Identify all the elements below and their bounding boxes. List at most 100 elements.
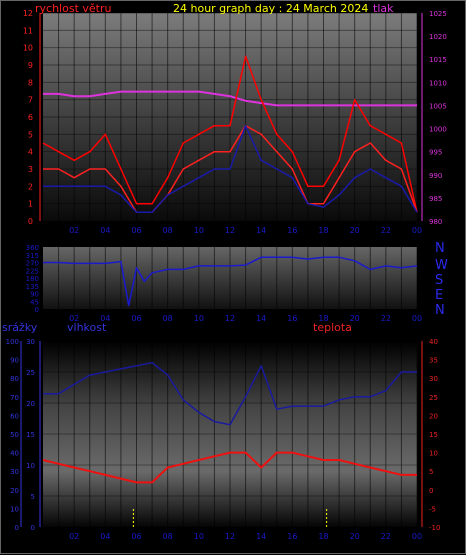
humidity-y-tick: 30 [26, 338, 35, 346]
humidity-x-tick: 14 [256, 532, 266, 541]
rain-y-tick: 20 [10, 487, 19, 495]
direction-x-tick: 06 [131, 314, 141, 323]
pressure-y-tick: 985 [429, 195, 442, 203]
humidity-x-tick: 02 [69, 532, 79, 541]
humidity-y-tick: 5 [31, 493, 35, 501]
humidity-x-tick: 10 [194, 532, 204, 541]
direction-x-tick: 12 [225, 314, 235, 323]
temperature-y-tick: 35 [429, 357, 438, 365]
temperature-label: teplota [313, 321, 352, 334]
direction-x-tick: 00 [412, 314, 422, 323]
wind-speed-label: rychlost větru [35, 2, 112, 15]
wind-average-line [43, 124, 418, 214]
wind-x-tick: 06 [131, 226, 141, 235]
wind-speed-y-tick: 10 [23, 44, 33, 53]
direction-y-tick: 0 [35, 306, 39, 314]
temperature-y-tick: 20 [429, 412, 438, 420]
humidity-x-tick: 18 [318, 532, 328, 541]
compass-n-bottom: N [435, 303, 445, 318]
humidity-x-tick: 20 [350, 532, 360, 541]
wind-x-tick: 10 [194, 226, 204, 235]
wind-speed-y-tick: 2 [28, 182, 33, 191]
humidity-x-tick: 08 [163, 532, 173, 541]
direction-x-tick: 20 [350, 314, 360, 323]
temperature-line [42, 451, 417, 484]
compass-n-top: N [435, 241, 445, 256]
wind-speed-y-tick: 12 [23, 9, 33, 18]
pressure-y-tick: 1000 [429, 126, 447, 134]
temperature-y-tick: -5 [429, 505, 436, 513]
rain-y-tick: 90 [10, 357, 19, 365]
direction-y-tick: 360 [26, 244, 39, 252]
pressure-y-tick: 980 [429, 218, 442, 226]
rain-y-tick: 0 [15, 524, 19, 532]
compass-e: E [435, 288, 444, 303]
rain-y-tick: 80 [10, 375, 19, 383]
direction-x-tick: 18 [318, 314, 328, 323]
direction-y-tick: 225 [26, 267, 39, 275]
wind-speed-y-tick: 0 [28, 217, 33, 226]
pressure-y-tick: 1005 [429, 102, 447, 110]
direction-x-tick: 16 [287, 314, 297, 323]
rain-y-tick: 70 [10, 394, 19, 402]
humidity-x-tick: 16 [287, 532, 297, 541]
rain-y-tick: 100 [6, 338, 19, 346]
wind-x-tick: 08 [163, 226, 173, 235]
temperature-y-tick: 25 [429, 394, 438, 402]
humidity-line [43, 361, 417, 426]
wind-x-tick: 22 [381, 226, 391, 235]
wind-speed-y-tick: 11 [23, 26, 33, 35]
wind-speed-y-tick: 7 [28, 96, 33, 105]
temperature-y-tick: 40 [429, 338, 438, 346]
humidity-x-tick: 22 [381, 532, 391, 541]
wind-gust-line [42, 55, 418, 213]
pressure-y-tick: 1015 [429, 56, 447, 64]
pressure-y-tick: 990 [429, 172, 442, 180]
pressure-y-tick: 1025 [429, 10, 447, 18]
rain-label: srážky [2, 321, 38, 334]
wind-speed-y-tick: 6 [28, 113, 33, 122]
direction-x-tick: 14 [256, 314, 266, 323]
wind-speed-y-tick: 3 [28, 165, 33, 174]
rain-y-tick: 10 [10, 505, 19, 513]
wind-speed-y-tick: 8 [28, 78, 33, 87]
direction-y-tick: 45 [30, 298, 39, 306]
direction-y-tick: 90 [30, 291, 39, 299]
humidity-x-tick: 12 [225, 532, 235, 541]
direction-x-tick: 08 [163, 314, 173, 323]
wind-x-tick: 00 [412, 226, 422, 235]
humidity-x-tick: 06 [131, 532, 141, 541]
humidity-x-tick: 04 [100, 532, 110, 541]
direction-x-tick: 04 [100, 314, 110, 323]
wind-x-tick: 12 [225, 226, 235, 235]
wind-x-tick: 02 [69, 226, 79, 235]
compass-w: W [435, 258, 448, 273]
humidity-y-tick: 10 [26, 462, 35, 470]
humidity-y-tick: 0 [31, 524, 35, 532]
temperature-y-tick: -10 [429, 524, 440, 532]
wind-x-tick: 14 [256, 226, 266, 235]
wind-speed-line [43, 124, 418, 214]
rain-y-tick: 50 [10, 431, 19, 439]
wind-x-tick: 04 [100, 226, 110, 235]
temperature-y-tick: 30 [429, 375, 438, 383]
wind-speed-y-tick: 5 [28, 130, 33, 139]
wind-direction-line [43, 256, 418, 307]
pressure-line [43, 90, 417, 107]
direction-x-tick: 22 [381, 314, 391, 323]
wind-speed-y-tick: 9 [28, 61, 33, 70]
rain-y-tick: 30 [10, 468, 19, 476]
rain-y-tick: 60 [10, 412, 19, 420]
direction-y-tick: 270 [26, 260, 39, 268]
wind-speed-y-tick: 4 [28, 148, 33, 157]
temperature-y-tick: 0 [429, 487, 433, 495]
direction-x-tick: 10 [194, 314, 204, 323]
wind-x-tick: 18 [318, 226, 328, 235]
direction-y-tick: 135 [26, 283, 39, 291]
wind-x-tick: 16 [287, 226, 297, 235]
direction-y-tick: 180 [26, 275, 39, 283]
pressure-y-tick: 1020 [429, 33, 447, 41]
humidity-y-tick: 25 [26, 369, 35, 377]
